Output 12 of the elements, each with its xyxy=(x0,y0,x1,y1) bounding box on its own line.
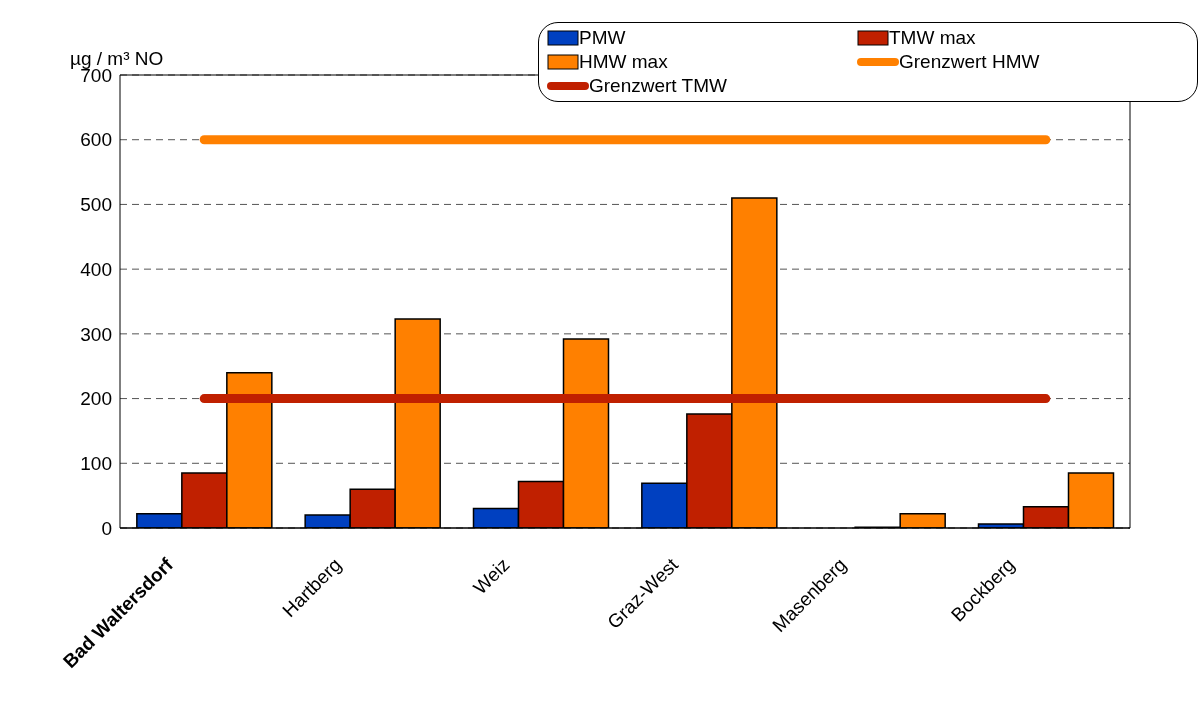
legend-label: PMW xyxy=(579,27,626,49)
y-tick-label: 300 xyxy=(80,323,112,345)
y-tick-label: 400 xyxy=(80,258,112,280)
legend-label: Grenzwert HMW xyxy=(899,51,1040,73)
y-tick-label: 100 xyxy=(80,453,112,475)
y-tick-label: 600 xyxy=(80,129,112,151)
legend-label: Grenzwert TMW xyxy=(589,75,727,97)
legend-label: HMW max xyxy=(579,51,668,73)
y-tick-label: 0 xyxy=(101,517,112,539)
y-tick-label: 200 xyxy=(80,388,112,410)
y-tick-label: 500 xyxy=(80,194,112,216)
legend-label: TMW max xyxy=(889,27,976,49)
